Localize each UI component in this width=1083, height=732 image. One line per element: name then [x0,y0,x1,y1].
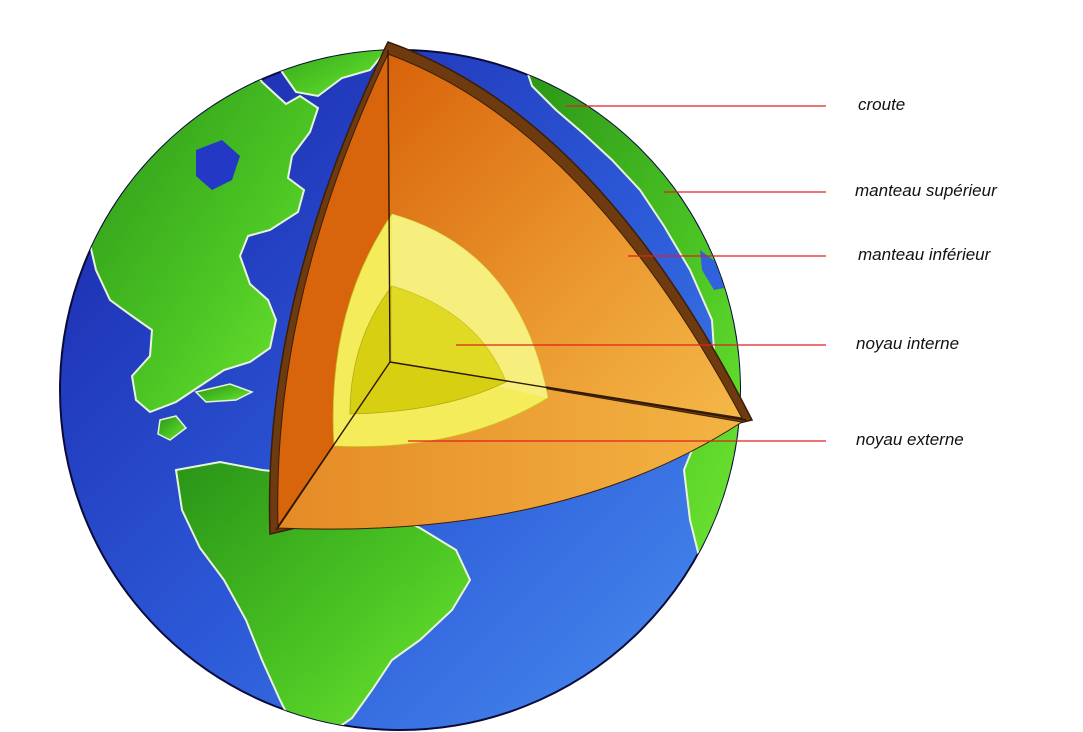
label-upper-mantle: manteau supérieur [855,181,997,200]
leader-lines [408,105,826,442]
mantle-left-face [277,53,391,528]
caribbean-islands [194,383,254,403]
label-crust: croute [858,95,906,114]
hudson-bay-shape [196,140,240,190]
cutaway-wedge [268,41,754,535]
greenland-shape [256,50,390,98]
label-lower-mantle: manteau inférieur [858,245,991,264]
label-inner-core: noyau interne [856,334,960,353]
label-outer-core: noyau externe [856,430,964,449]
